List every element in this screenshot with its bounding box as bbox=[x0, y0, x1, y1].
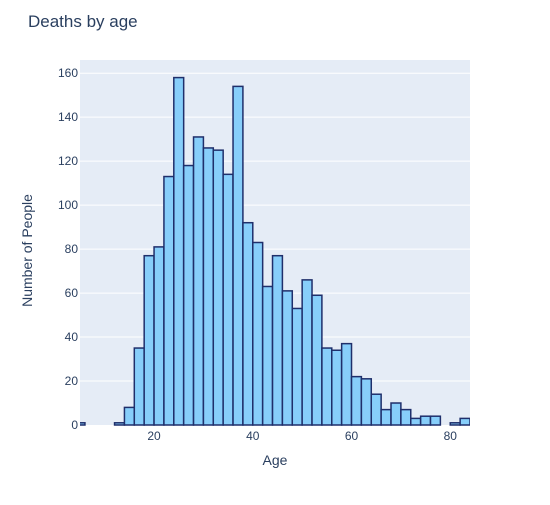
histogram-bar bbox=[133, 347, 145, 426]
chart-title: Deaths by age bbox=[28, 12, 138, 31]
histogram-bar bbox=[281, 290, 294, 426]
histogram-bar bbox=[242, 221, 254, 426]
y-tick-label: 160 bbox=[58, 66, 78, 80]
histogram-bar bbox=[173, 76, 185, 426]
y-tick-label: 80 bbox=[65, 242, 79, 256]
histogram-bar bbox=[350, 375, 363, 426]
histogram-bar bbox=[202, 147, 215, 426]
histogram-bar bbox=[80, 422, 86, 426]
x-tick-label: 60 bbox=[345, 429, 359, 443]
histogram-bar bbox=[291, 307, 303, 426]
histogram-bar bbox=[419, 415, 432, 426]
histogram-bar bbox=[252, 241, 264, 426]
histogram-bar bbox=[261, 285, 274, 426]
histogram-bar bbox=[222, 173, 234, 426]
histogram-bar bbox=[360, 378, 373, 426]
histogram-bar bbox=[400, 408, 412, 426]
histogram-bar bbox=[163, 175, 175, 426]
histogram-bar bbox=[182, 164, 195, 426]
histogram-bar bbox=[370, 393, 382, 426]
y-tick-label: 40 bbox=[65, 330, 79, 344]
histogram-bar bbox=[232, 85, 244, 426]
histogram-bar bbox=[143, 254, 155, 426]
histogram-bar bbox=[212, 149, 224, 426]
x-tick-label: 40 bbox=[246, 429, 260, 443]
y-axis-title: Number of People bbox=[19, 194, 35, 307]
histogram-bar bbox=[271, 254, 284, 426]
x-axis-ticks: 20 40 60 80 bbox=[147, 429, 457, 443]
histogram-bar bbox=[311, 294, 323, 426]
bars bbox=[80, 76, 470, 426]
histogram-bar bbox=[321, 347, 333, 426]
histogram-bar bbox=[449, 422, 461, 426]
histogram-bar bbox=[340, 342, 353, 426]
histogram-bar bbox=[192, 136, 205, 426]
histogram-bar bbox=[410, 417, 422, 426]
x-tick-label: 80 bbox=[444, 429, 458, 443]
y-axis-ticks: 0 20 40 60 80 100 120 140 160 bbox=[58, 66, 78, 432]
histogram-bar bbox=[301, 279, 313, 426]
x-tick-label: 20 bbox=[147, 429, 161, 443]
y-tick-label: 20 bbox=[65, 374, 79, 388]
histogram-bar bbox=[459, 417, 470, 426]
y-tick-label: 120 bbox=[58, 154, 78, 168]
histogram-bar bbox=[429, 415, 442, 426]
histogram-bar bbox=[123, 406, 136, 426]
y-tick-label: 0 bbox=[71, 418, 78, 432]
histogram-bar bbox=[153, 246, 165, 426]
y-tick-label: 100 bbox=[58, 198, 78, 212]
y-tick-label: 60 bbox=[65, 286, 79, 300]
x-axis-title: Age bbox=[263, 452, 288, 468]
histogram-bar bbox=[380, 408, 392, 426]
histogram-bar bbox=[331, 349, 343, 426]
histogram-bar bbox=[113, 422, 126, 426]
histogram-bar bbox=[390, 402, 402, 426]
y-tick-label: 140 bbox=[58, 110, 78, 124]
